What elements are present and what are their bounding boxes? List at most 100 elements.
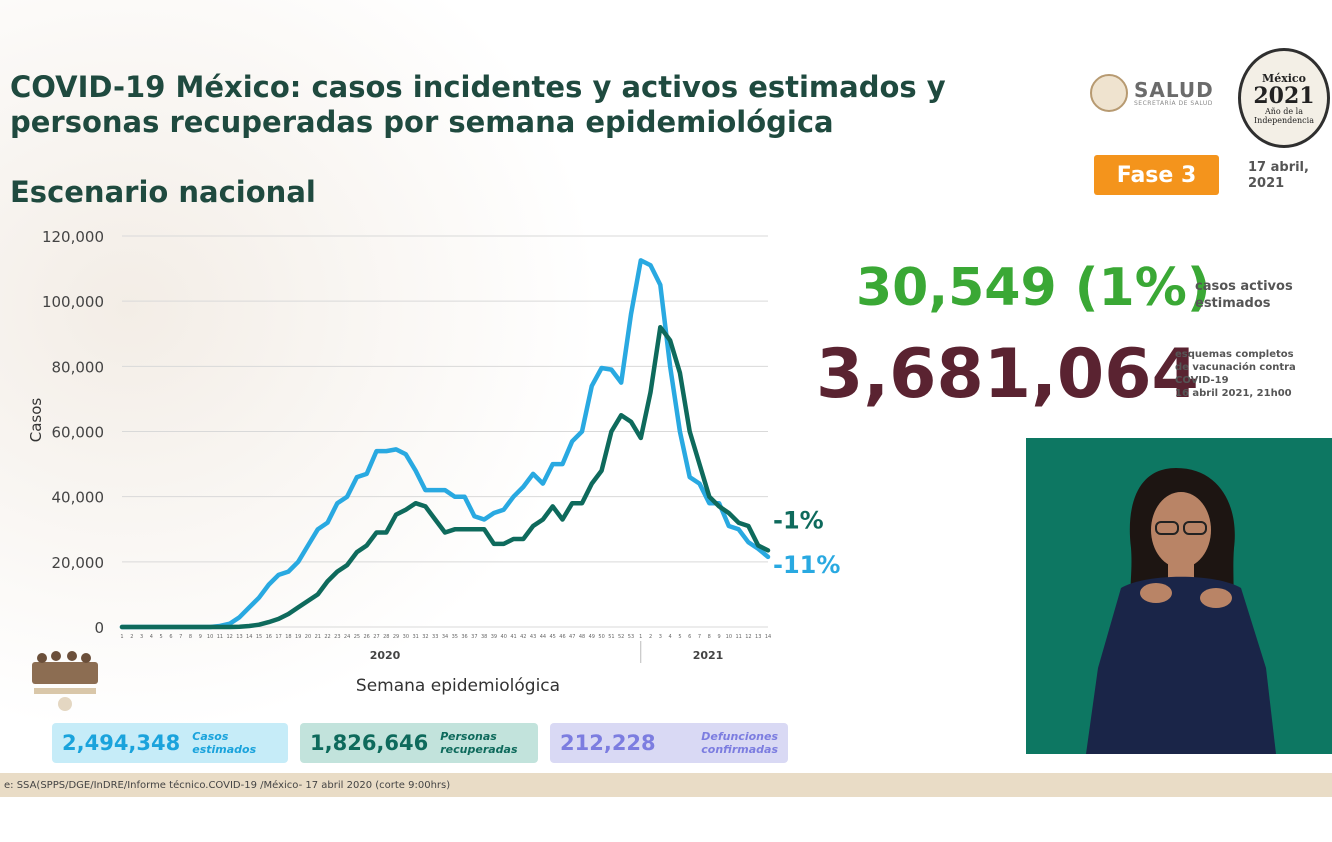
x-tick-label: 42 xyxy=(520,634,526,640)
active-cases-label: casos activos estimados xyxy=(1195,279,1293,311)
source-footer: e: SSA(SPPS/DGE/InDRE/Informe técnico.CO… xyxy=(0,773,1332,797)
series-end-label: -1% xyxy=(773,506,824,534)
series-line-1 xyxy=(119,324,771,630)
x-tick-label: 21 xyxy=(315,634,321,640)
page-subtitle: Escenario nacional xyxy=(10,175,316,209)
x-tick-label: 3 xyxy=(659,634,662,640)
x-tick-label: 5 xyxy=(160,634,163,640)
y-tick-label: 60,000 xyxy=(52,424,105,442)
x-tick-label: 13 xyxy=(236,634,242,640)
y-tick-label: 80,000 xyxy=(52,358,105,376)
x-tick-label: 53 xyxy=(628,634,634,640)
x-tick-label: 12 xyxy=(226,634,232,640)
x-tick-label: 13 xyxy=(755,634,761,640)
x-tick-label: 25 xyxy=(354,634,360,640)
year-label: 2021 xyxy=(693,649,724,662)
y-tick-label: 40,000 xyxy=(52,489,105,507)
salud-logo: SALUD SECRETARÍA DE SALUD xyxy=(1090,74,1214,112)
vaccination-label: esquemas completos de vacunación contra … xyxy=(1175,348,1325,400)
year-label: 2020 xyxy=(370,649,401,662)
x-tick-label: 16 xyxy=(266,634,272,640)
x-tick-label: 3 xyxy=(140,634,143,640)
active-cases-value: 30,549 (1%) xyxy=(856,258,1211,318)
series-line-0 xyxy=(119,258,771,630)
x-tick-label: 50 xyxy=(598,634,604,640)
y-tick-label: 0 xyxy=(94,619,104,637)
x-tick-label: 35 xyxy=(452,634,458,640)
x-tick-label: 23 xyxy=(334,634,340,640)
x-tick-label: 18 xyxy=(285,634,291,640)
x-tick-label: 1 xyxy=(120,634,123,640)
x-tick-label: 48 xyxy=(579,634,585,640)
x-tick-label: 2 xyxy=(130,634,133,640)
x-tick-label: 24 xyxy=(344,634,350,640)
x-tick-label: 19 xyxy=(295,634,301,640)
institution-emblem xyxy=(28,648,102,712)
recovered-label: Personas recuperadas xyxy=(440,730,517,756)
vaccination-label-line1: esquemas completos xyxy=(1175,349,1294,360)
x-tick-label: 40 xyxy=(501,634,507,640)
x-tick-label: 10 xyxy=(726,634,732,640)
x-tick-label: 4 xyxy=(150,634,153,640)
x-tick-label: 30 xyxy=(403,634,409,640)
x-tick-label: 5 xyxy=(678,634,681,640)
mexico-2021-logo-line3: Año de la Independencia xyxy=(1254,106,1314,125)
y-tick-label: 120,000 xyxy=(42,228,104,246)
x-tick-label: 17 xyxy=(275,634,281,640)
x-tick-label: 49 xyxy=(589,634,595,640)
recovered-label-line2: recuperadas xyxy=(440,743,518,756)
vaccination-label-line4: 16 abril 2021, 21h00 xyxy=(1175,388,1292,399)
x-tick-label: 6 xyxy=(169,634,172,640)
mexico-2021-logo-line1: México xyxy=(1262,71,1306,85)
x-tick-label: 8 xyxy=(708,634,711,640)
y-tick-label: 100,000 xyxy=(42,293,104,311)
estimated-cases-label: Casos estimados xyxy=(192,730,256,756)
deaths-label: Defunciones confirmadas xyxy=(701,730,778,756)
vaccination-label-line2: de vacunación contra xyxy=(1175,362,1296,373)
x-tick-label: 43 xyxy=(530,634,536,640)
salud-seal-icon xyxy=(1090,74,1128,112)
report-date-line2: 2021 xyxy=(1248,176,1285,191)
x-tick-label: 37 xyxy=(471,634,477,640)
x-axis-title: Semana epidemiológica xyxy=(356,676,560,696)
recovered-label-line1: Personas xyxy=(440,730,497,743)
deaths-box: 212,228 Defunciones confirmadas xyxy=(550,723,788,763)
x-tick-label: 36 xyxy=(461,634,467,640)
recovered-value: 1,826,646 xyxy=(310,731,429,755)
recovered-box: 1,826,646 Personas recuperadas xyxy=(300,723,538,763)
x-tick-label: 34 xyxy=(442,634,448,640)
x-tick-label: 7 xyxy=(698,634,701,640)
estimated-cases-value: 2,494,348 xyxy=(62,731,181,755)
report-date: 17 abril, 2021 xyxy=(1248,160,1309,192)
deaths-label-line1: Defunciones xyxy=(701,730,778,743)
vaccination-label-line3: COVID-19 xyxy=(1175,375,1229,386)
interpreter-figure xyxy=(1086,468,1276,754)
mexico-2021-logo: México 2021 Año de la Independencia xyxy=(1238,48,1330,148)
x-tick-label: 4 xyxy=(669,634,672,640)
summary-boxes: 2,494,348 Casos estimados 1,826,646 Pers… xyxy=(52,723,788,763)
x-tick-label: 29 xyxy=(393,634,399,640)
x-tick-label: 33 xyxy=(432,634,438,640)
cases-line-chart: 0 20,000 40,000 60,000 80,000 100,000 120,000 1… xyxy=(27,228,840,696)
x-tick-label: 27 xyxy=(373,634,379,640)
estimated-cases-box: 2,494,348 Casos estimados xyxy=(52,723,288,763)
background-pattern xyxy=(0,0,640,770)
estimated-cases-label-line1: Casos xyxy=(192,730,229,743)
x-tick-label: 1 xyxy=(639,634,642,640)
x-tick-label: 10 xyxy=(207,634,213,640)
x-tick-label: 14 xyxy=(246,634,252,640)
x-tick-label: 31 xyxy=(412,634,418,640)
x-tick-label: 7 xyxy=(179,634,182,640)
x-tick-label: 45 xyxy=(549,634,555,640)
report-date-line1: 17 abril, xyxy=(1248,160,1309,175)
x-tick-label: 9 xyxy=(199,634,202,640)
x-tick-label: 32 xyxy=(422,634,428,640)
estimated-cases-label-line2: estimados xyxy=(192,743,257,756)
x-tick-label: 15 xyxy=(256,634,262,640)
fase-badge: Fase 3 xyxy=(1094,155,1219,195)
mexico-2021-logo-line2: 2021 xyxy=(1253,82,1315,109)
salud-logo-subtext: SECRETARÍA DE SALUD xyxy=(1134,99,1213,107)
x-tick-label: 47 xyxy=(569,634,575,640)
y-tick-label: 20,000 xyxy=(52,554,105,572)
vaccination-value: 3,681,064 xyxy=(816,335,1199,414)
